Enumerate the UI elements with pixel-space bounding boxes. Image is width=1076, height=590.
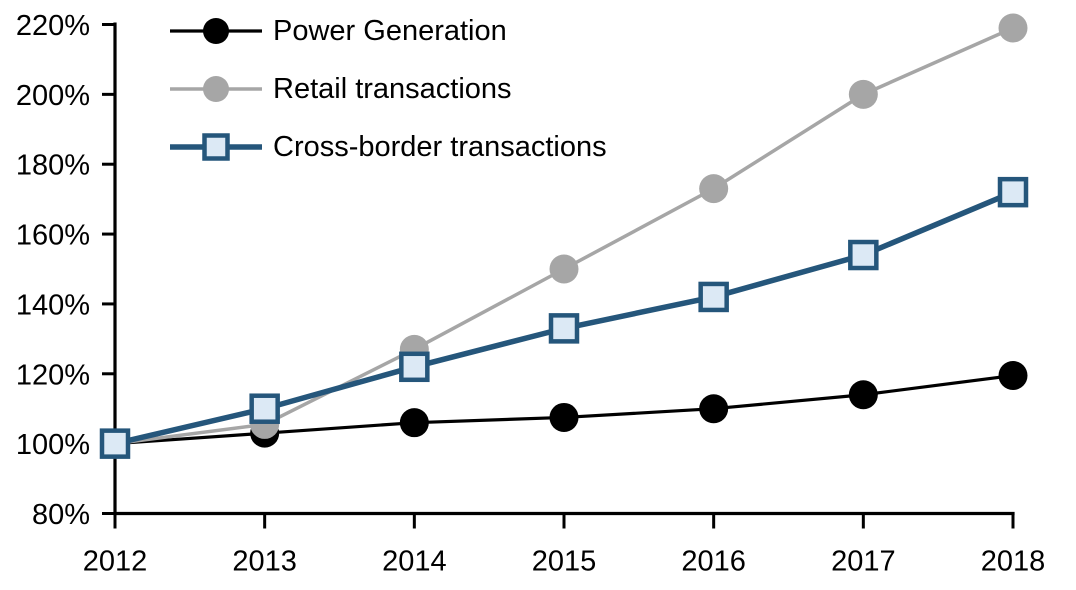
legend-marker-cross-border-transactions [202, 133, 230, 161]
y-tick-label-120-: 120% [16, 359, 90, 391]
cross-border-transactions-line-marker-icon [170, 133, 262, 161]
y-tick-label-220-: 220% [16, 10, 90, 42]
legend-item-power-generation: Power Generation [170, 2, 607, 60]
y-tick-label-140-: 140% [16, 289, 90, 321]
legend-marker-retail-transactions [203, 76, 229, 102]
chart-legend: Power Generation Retail transactions Cro… [170, 2, 607, 176]
y-tick-label-100-: 100% [16, 429, 90, 461]
x-tick-label-2012: 2012 [83, 546, 148, 578]
data-point-retail-transactions-2017 [848, 79, 878, 109]
x-tick-label-2018: 2018 [981, 546, 1046, 578]
data-point-cross-border-transactions-2015 [548, 313, 580, 344]
x-tick-label-2014: 2014 [382, 546, 447, 578]
legend-label-retail-transactions: Retail transactions [273, 72, 512, 105]
x-tick-label-2015: 2015 [532, 546, 597, 578]
data-point-cross-border-transactions-2016 [698, 281, 729, 313]
data-point-cross-border-transactions-2018 [997, 176, 1029, 208]
data-point-power-generation-2018 [998, 361, 1028, 391]
data-point-power-generation-2017 [848, 380, 878, 410]
x-tick-label-2016: 2016 [681, 546, 746, 578]
legend-item-retail-transactions: Retail transactions [170, 60, 607, 118]
y-tick-label-200-: 200% [16, 80, 90, 112]
data-point-cross-border-transactions-2013 [249, 393, 280, 424]
data-point-cross-border-transactions-2012 [99, 428, 131, 459]
data-point-power-generation-2014 [399, 408, 429, 438]
legend-label-power-generation: Power Generation [273, 14, 507, 47]
data-point-cross-border-transactions-2017 [848, 239, 879, 271]
x-tick-label-2013: 2013 [232, 546, 297, 578]
x-tick-label-2017: 2017 [831, 546, 896, 578]
legend-label-cross-border-transactions: Cross-border transactions [273, 130, 607, 163]
y-tick-label-160-: 160% [16, 220, 90, 252]
retail-transactions-line-marker-icon [170, 76, 262, 102]
data-point-power-generation-2016 [699, 394, 729, 424]
y-tick-label-80-: 80% [32, 499, 90, 531]
data-point-cross-border-transactions-2014 [399, 351, 430, 383]
legend-marker-power-generation [203, 18, 229, 44]
legend-item-cross-border-transactions: Cross-border transactions [170, 118, 607, 176]
data-point-retail-transactions-2016 [699, 174, 729, 204]
data-point-retail-transactions-2015 [549, 254, 579, 284]
y-tick-label-180-: 180% [16, 150, 90, 182]
data-point-power-generation-2015 [549, 402, 579, 432]
power-generation-line-marker-icon [170, 18, 262, 44]
data-point-retail-transactions-2018 [998, 13, 1028, 43]
